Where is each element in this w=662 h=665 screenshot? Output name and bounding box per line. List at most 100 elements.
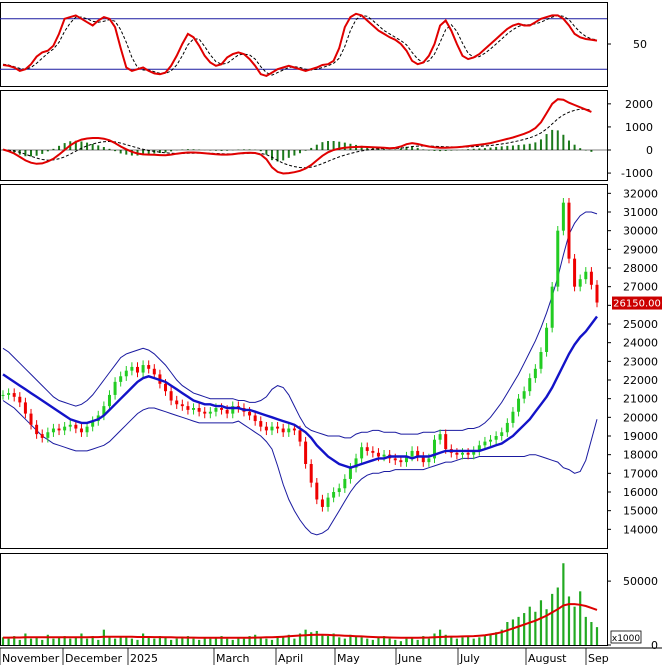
price-tick-label-19000: 19000 [623,430,658,443]
candle-body [584,271,588,280]
month-label-August: August [528,652,567,665]
candle-body [220,408,224,410]
candle-body [483,441,487,446]
candle-body [298,430,302,442]
price-tick-label-16000: 16000 [623,486,658,499]
candle-body [376,452,380,457]
candle-body [539,352,543,369]
candle-body [63,426,67,431]
candle-body [141,365,145,373]
candle-body [455,452,459,455]
stoch-k-line [2,12,598,77]
macd-tick-label--1000: -1000 [621,167,653,180]
candle-body [51,428,55,433]
panel-frames [0,2,608,646]
candle-body [46,432,50,438]
price-tick-label-21000: 21000 [623,393,658,406]
candle-body [91,421,95,427]
candle-body [40,434,44,438]
candle-body [135,366,139,373]
price-tick-label-24000: 24000 [623,337,658,350]
candle-body [461,452,465,455]
candle-body [494,436,498,440]
candle-body [23,402,27,414]
candle-body [147,365,151,369]
candle-body [517,398,521,412]
candle-body [556,230,560,287]
candle-body [595,284,599,303]
candle-body [578,279,582,287]
candle-body [404,456,408,463]
candle-body [102,406,106,416]
month-label-June: June [397,652,422,665]
candle-body [79,428,83,433]
candle-body [550,286,554,328]
candle-body [175,400,179,405]
candle-body [466,452,470,455]
macd-line [2,98,592,175]
candle-body [7,393,11,395]
volume-unit-box [610,630,642,644]
candle-body [309,464,313,483]
price-tick-label-15000: 15000 [623,505,658,518]
candle-body [371,450,375,453]
candle-body [382,454,386,457]
price-tick-label-32000: 32000 [623,187,658,200]
macd-tick-label-1000: 1000 [625,121,653,134]
candle-body [589,271,593,285]
candle-body [505,422,509,433]
stoch-d-line [2,14,598,76]
month-label-July: July [459,652,480,665]
candle-body [477,445,481,451]
candle-body [124,370,128,377]
volume-tick-label-0: 0 [651,639,658,652]
candle-body [360,447,364,459]
candle-body [253,415,257,422]
candle-body [264,426,268,431]
candle-body [444,434,448,450]
candle-body [522,391,526,399]
month-label-2025: 2025 [130,652,158,665]
candle-body [292,428,296,431]
candle-body [343,478,347,489]
candle-body [438,434,442,440]
bollinger-upper-band [2,211,598,439]
price-tick-label-29000: 29000 [623,243,658,256]
candle-body [281,428,285,433]
price-tick-label-30000: 30000 [623,225,658,238]
candle-body [186,406,190,410]
candle-body [393,458,397,461]
candle-body [326,497,330,507]
price-panel: 3200031000300002900028000270002600025000… [1,187,662,536]
candle-body [164,383,168,392]
candle-body [573,258,577,287]
candle-body [315,482,319,500]
candle-body [57,428,61,431]
candle-body [1,394,5,396]
candle-body [35,424,39,435]
vol-frame [0,553,608,646]
macd-tick-label-2000: 2000 [625,98,653,111]
candle-body [208,411,212,414]
month-label-May: May [337,652,360,665]
candle-body [427,458,431,463]
candle-body [320,499,324,507]
stoch-frame [0,2,608,87]
stochastic-panel: 50 [0,12,647,77]
candle-body [214,408,218,412]
candle-body [365,447,369,451]
candle-body [399,460,403,463]
candle-body [432,439,436,459]
candle-body [180,404,184,407]
candle-body [107,394,111,407]
candle-body [533,368,537,379]
candle-body [545,327,549,352]
macd-frame [0,90,608,181]
candle-body [130,366,134,371]
last-price-label: 26150.00 [613,299,661,310]
month-label-March: March [216,652,250,665]
candle-body [270,426,274,431]
candle-body [259,421,263,427]
candle-body [225,409,229,414]
